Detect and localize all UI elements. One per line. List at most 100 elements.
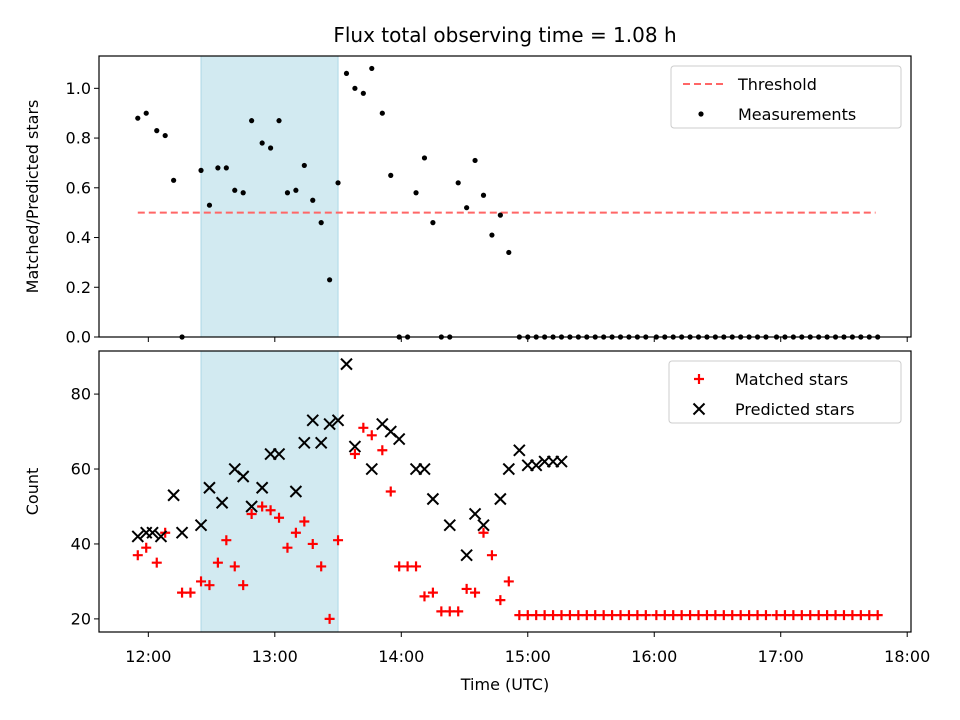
matched-stars-point [385, 486, 396, 497]
y-tick-label: 80 [71, 385, 91, 404]
y-axis-label: Matched/Predicted stars [23, 100, 42, 294]
legend-marker [692, 402, 706, 416]
measurement-point [310, 197, 316, 203]
matched-stars-point [735, 610, 746, 621]
predicted-stars-point [215, 496, 229, 509]
matched-stars-point [514, 610, 525, 621]
matched-stars-point [324, 613, 335, 624]
matched-stars-point [598, 610, 609, 621]
matched-stars-point [590, 610, 601, 621]
measurement-point [489, 232, 495, 238]
measurement-point [472, 157, 478, 164]
matched-stars-point [531, 610, 542, 621]
matched-stars-point [461, 583, 472, 594]
matched-stars-point [411, 561, 422, 572]
matched-stars-point [470, 587, 481, 598]
matched-stars-point [377, 445, 388, 456]
x-tick-label: 14:00 [378, 647, 424, 666]
measurement-point [421, 155, 428, 161]
matched-stars-point [141, 542, 152, 553]
x-tick-label: 16:00 [631, 647, 677, 666]
predicted-stars-point [418, 462, 431, 476]
matched-stars-point [366, 430, 377, 441]
predicted-stars-point [460, 548, 473, 562]
matched-stars-point [349, 449, 360, 460]
predicted-stars-point [426, 492, 440, 506]
matched-stars-point [623, 610, 634, 621]
x-tick-label: 18:00 [884, 647, 930, 666]
legend: Matched stars Predicted stars [668, 360, 902, 424]
x-tick-label: 15:00 [505, 647, 551, 666]
matched-stars-point [177, 587, 188, 598]
measurement-point [464, 205, 470, 211]
series-predicted-stars [131, 357, 568, 562]
matched-stars-point [693, 610, 704, 621]
measurement-point [352, 85, 358, 91]
matched-stars-point [444, 606, 455, 617]
matched-stars-point [419, 591, 430, 602]
legend: Threshold Measurements [670, 65, 902, 129]
matched-stars-point [701, 610, 712, 621]
matched-stars-point [358, 422, 369, 433]
matched-stars-point [744, 610, 755, 621]
x-tick-label: 13:00 [252, 647, 298, 666]
measurement-point [360, 90, 366, 96]
matched-stars-point [221, 535, 232, 546]
measurement-point [154, 128, 160, 134]
predicted-stars-point [236, 470, 250, 483]
measurement-point [369, 65, 375, 72]
measurement-point [276, 118, 282, 124]
measurement-point [206, 202, 213, 208]
bottom-panel-count-chart: 20 40 60 80 12:00 13:00 14:00 15:00 16:00 17:00 18… [23, 350, 930, 666]
measurement-point [506, 249, 512, 256]
predicted-stars-point [306, 414, 319, 427]
matched-stars-point [651, 610, 662, 621]
measurement-point [293, 187, 299, 193]
matched-stars-point [872, 610, 883, 621]
matched-stars-point [838, 610, 849, 621]
matched-stars-point [676, 610, 687, 621]
matched-stars-point [229, 561, 240, 572]
measurement-point [284, 190, 291, 196]
matched-stars-point [830, 610, 841, 621]
matched-stars-point [822, 610, 833, 621]
measurement-point [171, 177, 177, 183]
predicted-stars-point [468, 507, 482, 521]
legend-box [670, 65, 902, 129]
matched-stars-point [204, 580, 215, 591]
matched-stars-point [539, 610, 550, 621]
predicted-stars-point [131, 530, 144, 543]
matched-stars-point [333, 535, 344, 546]
measurement-point [480, 192, 487, 198]
legend-label: Matched stars [735, 370, 848, 389]
matched-stars-point [718, 610, 729, 621]
matched-stars-point [299, 516, 310, 527]
predicted-stars-point [289, 485, 303, 498]
matched-stars-point [316, 561, 327, 572]
matched-stars-point [813, 610, 824, 621]
measurement-point [327, 277, 333, 283]
predicted-stars-point [272, 447, 286, 461]
predicted-stars-point [513, 444, 526, 457]
y-tick-label: 0.4 [66, 228, 91, 247]
matched-stars-point [581, 610, 592, 621]
matched-stars-point [727, 610, 738, 621]
predicted-stars-point [323, 417, 336, 431]
measurement-point [223, 165, 229, 171]
measurement-point [162, 132, 168, 139]
predicted-stars-point [502, 462, 516, 476]
legend-box [668, 360, 902, 424]
predicted-stars-point [348, 440, 362, 453]
y-tick-label: 0.2 [66, 278, 91, 297]
measurement-point [143, 110, 149, 116]
y-tick-label: 0.8 [66, 129, 91, 148]
measurement-point [135, 115, 141, 121]
predicted-stars-point [298, 436, 311, 450]
predicted-stars-point [175, 526, 189, 539]
matched-stars-point [607, 610, 618, 621]
measurement-point [318, 220, 324, 226]
matched-stars-point [771, 610, 782, 621]
matched-stars-point [503, 576, 514, 587]
matched-stars-point [788, 610, 799, 621]
